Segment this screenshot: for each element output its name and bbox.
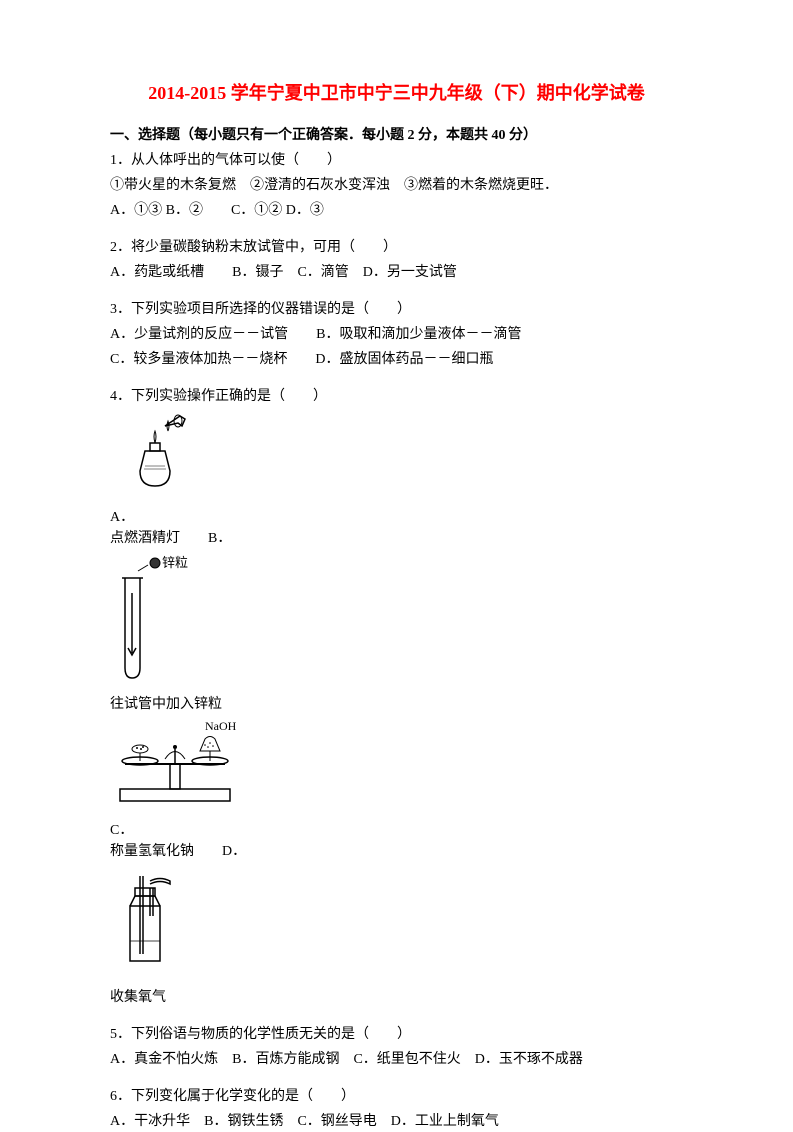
gas-bottle-icon: [110, 866, 180, 976]
question-4: 4．下列实验操作正确的是（ ） A． 点燃酒精灯 B． 锌粒 往试: [110, 386, 683, 1008]
q4-optionA-label: A．: [110, 507, 683, 528]
q1-line2: ①带火星的木条复燃 ②澄清的石灰水变浑浊 ③燃着的木条燃烧更旺．: [110, 175, 683, 196]
q6-text: 6．下列变化属于化学变化的是（ ）: [110, 1086, 683, 1107]
balance-diagram: NaOH: [110, 719, 683, 816]
q4-descA-row: 点燃酒精灯 B．: [110, 528, 683, 549]
q1-options: A．①③ B．② C．①② D．③: [110, 200, 683, 221]
q5-text: 5．下列俗语与物质的化学性质无关的是（ ）: [110, 1024, 683, 1045]
q4-labelC: C．: [110, 820, 683, 841]
q4-descC: 称量氢氧化钠 D．: [110, 844, 246, 859]
question-1: 1．从人体呼出的气体可以使（ ） ①带火星的木条复燃 ②澄清的石灰水变浑浊 ③燃…: [110, 150, 683, 221]
q5-options: A．真金不怕火炼 B．百炼方能成钢 C．纸里包不住火 D．玉不琢不成器: [110, 1049, 683, 1070]
question-5: 5．下列俗语与物质的化学性质无关的是（ ） A．真金不怕火炼 B．百炼方能成钢 …: [110, 1024, 683, 1070]
q4-descC-row: 称量氢氧化钠 D．: [110, 841, 683, 862]
gas-bottle-diagram: [110, 866, 683, 983]
test-tube-diagram: 锌粒: [110, 553, 683, 690]
q3-text: 3．下列实验项目所选择的仪器错误的是（ ）: [110, 299, 683, 320]
question-3: 3．下列实验项目所选择的仪器错误的是（ ） A．少量试剂的反应－－试管 B．吸取…: [110, 299, 683, 370]
test-tube-icon: [110, 553, 170, 683]
q4-text: 4．下列实验操作正确的是（ ）: [110, 386, 683, 407]
alcohol-lamp-diagram: [110, 411, 683, 503]
q4-labelA: A．: [110, 510, 134, 525]
q2-options: A．药匙或纸槽 B．镊子 C．滴管 D．另一支试管: [110, 262, 683, 283]
zinc-label: 锌粒: [162, 553, 188, 573]
question-2: 2．将少量碳酸钠粉末放试管中，可用（ ） A．药匙或纸槽 B．镊子 C．滴管 D…: [110, 237, 683, 283]
alcohol-lamp-icon: [110, 411, 200, 496]
naoh-label: NaOH: [205, 717, 236, 735]
section-header: 一、选择题（每小题只有一个正确答案．每小题 2 分，本题共 40 分）: [110, 125, 683, 146]
q3-optionsCD: C．较多量液体加热－－烧杯 D．盛放固体药品－－细口瓶: [110, 349, 683, 370]
exam-title: 2014-2015 学年宁夏中卫市中宁三中九年级（下）期中化学试卷: [110, 80, 683, 107]
q4-descA: 点燃酒精灯 B．: [110, 531, 231, 546]
question-6: 6．下列变化属于化学变化的是（ ） A．干冰升华 B．钢铁生锈 C．钢丝导电 D…: [110, 1086, 683, 1132]
q4-descB: 往试管中加入锌粒: [110, 694, 683, 715]
q4-descD: 收集氧气: [110, 987, 683, 1008]
q1-text: 1．从人体呼出的气体可以使（ ）: [110, 150, 683, 171]
q3-optionsAB: A．少量试剂的反应－－试管 B．吸取和滴加少量液体－－滴管: [110, 324, 683, 345]
q2-text: 2．将少量碳酸钠粉末放试管中，可用（ ）: [110, 237, 683, 258]
